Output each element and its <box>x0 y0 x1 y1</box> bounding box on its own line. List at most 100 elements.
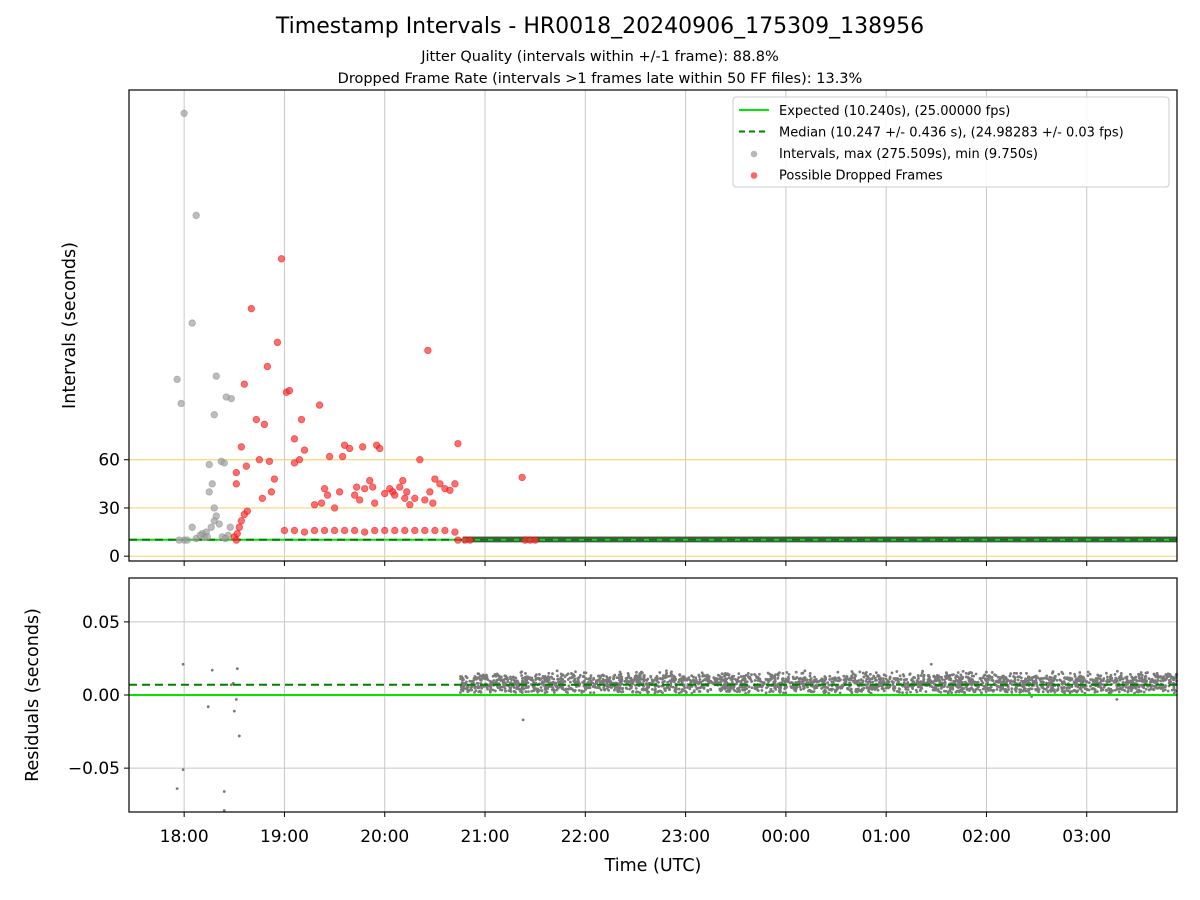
residual-point <box>1070 685 1074 688</box>
residual-point <box>1123 689 1127 693</box>
residual-point <box>1147 688 1151 692</box>
residual-point <box>634 674 638 677</box>
residual-point <box>1126 689 1130 693</box>
residual-point <box>936 688 940 691</box>
residual-point <box>609 686 613 689</box>
residual-point <box>959 676 963 680</box>
residual-point <box>665 671 669 675</box>
residual-point <box>1008 674 1012 678</box>
residual-point <box>478 674 482 678</box>
residual-point <box>1079 686 1083 690</box>
residual-point <box>501 679 504 683</box>
residual-point <box>475 681 479 685</box>
residual-point <box>1113 673 1117 676</box>
residual-point <box>679 690 683 694</box>
residual-point <box>605 683 609 687</box>
residual-point <box>663 675 667 678</box>
residual-point <box>229 683 233 687</box>
residual-point <box>1010 690 1014 694</box>
residual-point <box>1052 676 1056 680</box>
residual-point <box>692 689 696 693</box>
residual-point <box>1087 681 1091 685</box>
x-tick-label: 00:00 <box>761 827 810 847</box>
dropped-frame-rate-subtitle: Dropped Frame Rate (intervals >1 frames … <box>337 71 863 87</box>
residual-point <box>1033 675 1037 679</box>
residual-point <box>869 680 872 684</box>
residual-point <box>933 686 937 690</box>
residual-point <box>792 687 796 691</box>
interval-point <box>221 534 229 543</box>
residual-point <box>838 691 842 695</box>
dropped-frame-point <box>431 526 439 535</box>
residual-point <box>809 677 813 680</box>
residual-point <box>1041 677 1045 680</box>
interval-point <box>212 512 220 520</box>
dropped-frame-point <box>310 501 319 509</box>
residual-point <box>1119 674 1123 678</box>
legend-entry-label: Intervals, max (275.509s), min (9.750s) <box>779 147 1038 162</box>
residual-point <box>1059 679 1063 682</box>
residual-point <box>726 672 729 676</box>
residual-point <box>1091 678 1094 682</box>
residual-point <box>906 680 910 684</box>
residual-point <box>490 682 494 685</box>
residual-point <box>524 690 528 694</box>
residual-point <box>1101 683 1105 687</box>
residual-point <box>727 676 731 680</box>
residual-point <box>1129 688 1133 692</box>
residual-point <box>884 686 888 690</box>
residual-point <box>760 680 764 684</box>
residual-point <box>567 684 571 688</box>
residual-point <box>959 673 963 677</box>
residual-point <box>750 673 753 677</box>
residual-point <box>690 685 694 688</box>
residual-point <box>1155 675 1159 679</box>
residual-point <box>1029 687 1032 691</box>
residual-point <box>1098 681 1102 685</box>
residual-point <box>1131 677 1135 681</box>
intervals-y-axis-label: Intervals (seconds) <box>60 242 80 409</box>
residual-point <box>737 672 741 675</box>
residual-point <box>832 678 836 682</box>
residual-point <box>833 690 837 694</box>
residual-point <box>235 667 239 671</box>
residual-point <box>1083 691 1087 695</box>
dropped-frame-point <box>285 386 294 395</box>
residual-point <box>825 685 828 689</box>
residual-point <box>1051 670 1055 674</box>
residual-point <box>822 680 825 684</box>
residual-point <box>959 680 963 684</box>
residual-point <box>595 680 599 684</box>
residual-point <box>1044 687 1048 691</box>
residual-point <box>841 684 845 688</box>
residual-point <box>474 689 478 693</box>
residual-point <box>743 677 747 681</box>
residual-point <box>984 690 988 694</box>
residual-point <box>1142 690 1146 694</box>
intervals-series <box>173 109 235 544</box>
residual-point <box>587 685 591 689</box>
residual-point <box>866 674 870 678</box>
residual-point <box>625 680 629 683</box>
residual-point <box>869 685 873 689</box>
residual-point <box>905 691 909 694</box>
residual-point <box>833 676 837 680</box>
residual-point <box>888 685 891 689</box>
dropped-frame-point <box>399 476 407 485</box>
residual-point <box>606 678 610 682</box>
residual-point <box>853 678 857 682</box>
residual-point <box>1068 671 1072 675</box>
residual-point <box>1166 672 1170 676</box>
residual-point <box>707 675 711 679</box>
residual-point <box>527 685 530 688</box>
interval-point <box>183 536 191 544</box>
residual-point <box>961 670 965 673</box>
residual-point <box>774 673 778 676</box>
residual-point <box>514 681 517 685</box>
residual-point <box>1159 675 1163 678</box>
residual-point <box>1115 677 1119 681</box>
residual-point <box>876 688 880 692</box>
residual-point <box>984 684 988 687</box>
intervals-panel: 0 30 60 Intervals (seconds) Expected (10.240… <box>60 89 1178 567</box>
dropped-frame-point <box>295 456 304 464</box>
